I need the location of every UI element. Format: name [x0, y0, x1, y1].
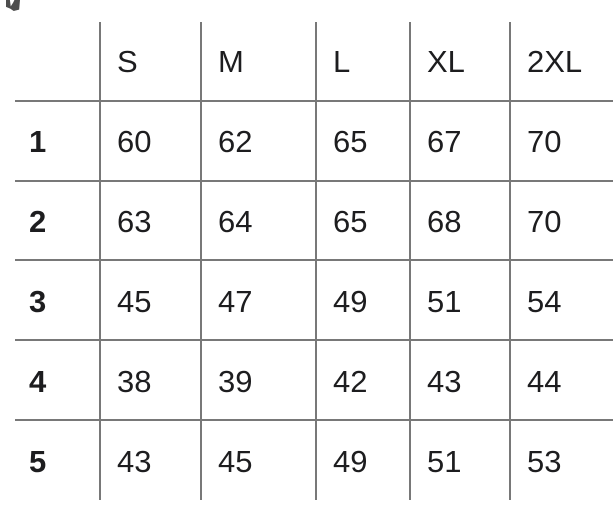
column-header-2xl: 2XL: [527, 44, 583, 79]
corner-artifact-mark: [6, 0, 20, 11]
table-cell: 60: [117, 123, 152, 159]
table-cell: 47: [218, 283, 253, 319]
table-vline: [509, 22, 511, 500]
table-cell: 51: [427, 283, 462, 319]
column-header-s: S: [117, 44, 138, 79]
table-cell: 53: [527, 443, 562, 479]
corner-cell: [0, 22, 100, 101]
table-cell: 45: [117, 283, 152, 319]
table-vline: [315, 22, 317, 500]
table-hline: [15, 100, 613, 102]
table-cell: 67: [427, 123, 462, 159]
column-header-l: L: [333, 44, 351, 79]
size-table: S M L XL 2XL 1 60 62 65 67 70 2 63 64 65…: [0, 22, 613, 501]
table-cell: 65: [333, 203, 368, 239]
table-hline: [15, 180, 613, 182]
row-label: 4: [29, 363, 47, 399]
row-label: 3: [29, 283, 47, 319]
table-cell: 42: [333, 363, 368, 399]
table-cell: 43: [117, 443, 152, 479]
table-cell: 62: [218, 123, 253, 159]
table-cell: 49: [333, 283, 368, 319]
table-cell: 43: [427, 363, 462, 399]
table-cell: 54: [527, 283, 562, 319]
table-vline: [200, 22, 202, 500]
table-cell: 70: [527, 123, 562, 159]
table-hline: [15, 419, 613, 421]
table-cell: 51: [427, 443, 462, 479]
table-cell: 38: [117, 363, 152, 399]
table-hline: [15, 339, 613, 341]
table-cell: 44: [527, 363, 562, 399]
table-hline: [15, 259, 613, 261]
table-cell: 39: [218, 363, 253, 399]
column-header-m: M: [218, 44, 244, 79]
row-label: 2: [29, 203, 47, 239]
table-cell: 49: [333, 443, 368, 479]
column-header-xl: XL: [427, 44, 465, 79]
table-vline: [99, 22, 101, 500]
table-cell: 45: [218, 443, 253, 479]
table-cell: 65: [333, 123, 368, 159]
row-label: 5: [29, 443, 47, 479]
table-cell: 68: [427, 203, 462, 239]
table-cell: 70: [527, 203, 562, 239]
row-label: 1: [29, 123, 47, 159]
table-vline: [409, 22, 411, 500]
table-cell: 64: [218, 203, 253, 239]
table-cell: 63: [117, 203, 152, 239]
